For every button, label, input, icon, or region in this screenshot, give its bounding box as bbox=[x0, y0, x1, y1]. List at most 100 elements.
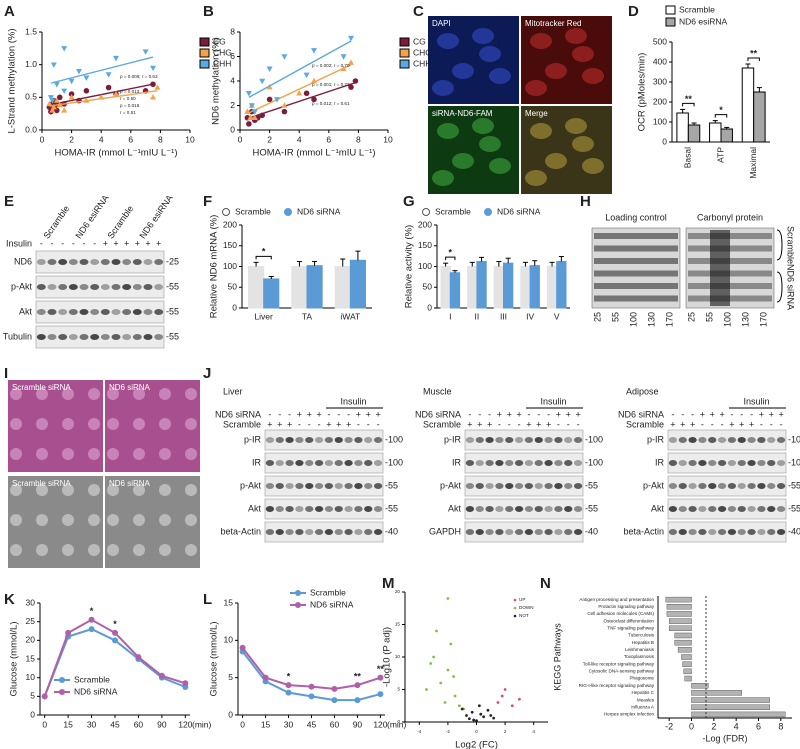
legend-label: CHH bbox=[413, 58, 431, 68]
x-axis-label: Log2 (FC) bbox=[455, 740, 498, 749]
legend-swatch bbox=[399, 59, 410, 69]
cell bbox=[88, 418, 100, 430]
x-tick-label: TA bbox=[302, 311, 313, 321]
band bbox=[717, 529, 727, 535]
point bbox=[154, 84, 161, 90]
band bbox=[524, 460, 534, 466]
point bbox=[142, 49, 149, 55]
band bbox=[143, 334, 153, 340]
x-tick-label: III bbox=[500, 311, 507, 321]
band bbox=[132, 284, 142, 290]
sign: + bbox=[680, 419, 685, 429]
marker-label: -55 bbox=[585, 503, 598, 513]
y-tick-label: Leishmaniasis bbox=[625, 647, 655, 652]
x-tick-label: 120 bbox=[373, 719, 387, 729]
sign: - bbox=[298, 419, 301, 429]
point bbox=[489, 714, 493, 717]
histology-image bbox=[105, 380, 200, 472]
legend-swatch bbox=[199, 59, 210, 69]
band bbox=[143, 309, 153, 315]
x-unit: (min) bbox=[192, 719, 212, 729]
cell bbox=[159, 484, 171, 496]
sign: + bbox=[124, 238, 129, 248]
bar bbox=[668, 618, 692, 624]
row-label: Tubulin bbox=[3, 331, 32, 341]
x-tick-label: 0 bbox=[475, 729, 478, 734]
cell bbox=[62, 388, 74, 400]
cell bbox=[62, 514, 74, 526]
panel-letter: L bbox=[203, 591, 212, 608]
x-tick-label: Basal bbox=[683, 147, 693, 168]
x-axis-label: HOMA-IR (mmol L⁻¹mIU L⁻¹) bbox=[253, 148, 376, 159]
row-label: ND6 siRNA bbox=[618, 409, 664, 419]
row-label: p-Akt bbox=[240, 480, 262, 490]
band bbox=[314, 529, 324, 535]
marker-label: -55 bbox=[585, 480, 598, 490]
bar bbox=[449, 272, 461, 309]
x-tick-label: IV bbox=[526, 311, 534, 321]
point bbox=[274, 97, 280, 103]
cell bbox=[133, 388, 145, 400]
sign: + bbox=[156, 238, 161, 248]
point bbox=[443, 701, 447, 704]
band bbox=[514, 437, 524, 443]
x-tick-label: 4 bbox=[734, 721, 739, 731]
annotation: p = 0.001; r = 0.72 bbox=[312, 82, 350, 87]
band bbox=[514, 483, 524, 489]
y-tick-label: 0 bbox=[662, 136, 667, 146]
band bbox=[475, 437, 484, 443]
x-tick-label: 6 bbox=[756, 721, 761, 731]
bar bbox=[248, 266, 265, 309]
band bbox=[737, 506, 746, 512]
blot-strip bbox=[667, 452, 787, 474]
x-tick-label: ATP bbox=[715, 147, 725, 163]
y-tick-label: Tuberculosis bbox=[628, 633, 655, 638]
legend-label: CHG bbox=[413, 47, 432, 57]
sign: - bbox=[527, 409, 530, 419]
point bbox=[113, 90, 119, 97]
blot-strip bbox=[264, 475, 384, 497]
annotation: p = 0.013 bbox=[120, 89, 140, 94]
bar bbox=[691, 704, 770, 710]
point bbox=[486, 708, 490, 712]
cell bbox=[489, 158, 511, 174]
band-spot bbox=[710, 230, 730, 306]
x-tick-label: 45 bbox=[307, 719, 317, 729]
band bbox=[747, 483, 756, 489]
trend-line bbox=[248, 40, 352, 98]
band bbox=[708, 437, 717, 443]
bar bbox=[306, 265, 323, 309]
band bbox=[344, 506, 353, 512]
sig-bracket bbox=[445, 256, 456, 261]
legend-label: ND6 siRNA bbox=[74, 686, 118, 696]
band bbox=[554, 529, 563, 535]
blot-strip bbox=[464, 452, 584, 474]
y-tick-label: 400 bbox=[653, 56, 667, 66]
band bbox=[344, 483, 353, 489]
band bbox=[757, 460, 766, 466]
band bbox=[554, 437, 563, 443]
significance: ** bbox=[377, 664, 385, 674]
band bbox=[354, 483, 363, 489]
marker-label: -100 bbox=[788, 434, 800, 444]
band bbox=[594, 295, 678, 302]
cell bbox=[479, 136, 501, 152]
x-tick-label: 10 bbox=[383, 134, 393, 144]
sign: + bbox=[759, 409, 764, 419]
band bbox=[90, 334, 100, 340]
row-label: Scramble bbox=[423, 419, 461, 429]
y-tick-label: 10 bbox=[26, 672, 36, 682]
y-tick-label: 20 bbox=[26, 635, 36, 645]
point bbox=[432, 655, 435, 659]
bar bbox=[677, 647, 692, 653]
panel-letter: D bbox=[628, 3, 639, 20]
band bbox=[573, 460, 583, 466]
marker-label: 25 bbox=[686, 312, 696, 322]
band bbox=[776, 460, 786, 466]
x-tick-label: 4 bbox=[297, 134, 302, 144]
x-tick-label: 8 bbox=[158, 134, 163, 144]
y-tick-label: Hepatitis C bbox=[632, 690, 655, 695]
y-axis-label: ND6 methylation (%) bbox=[211, 37, 222, 125]
band bbox=[36, 309, 46, 315]
bar bbox=[684, 675, 692, 682]
